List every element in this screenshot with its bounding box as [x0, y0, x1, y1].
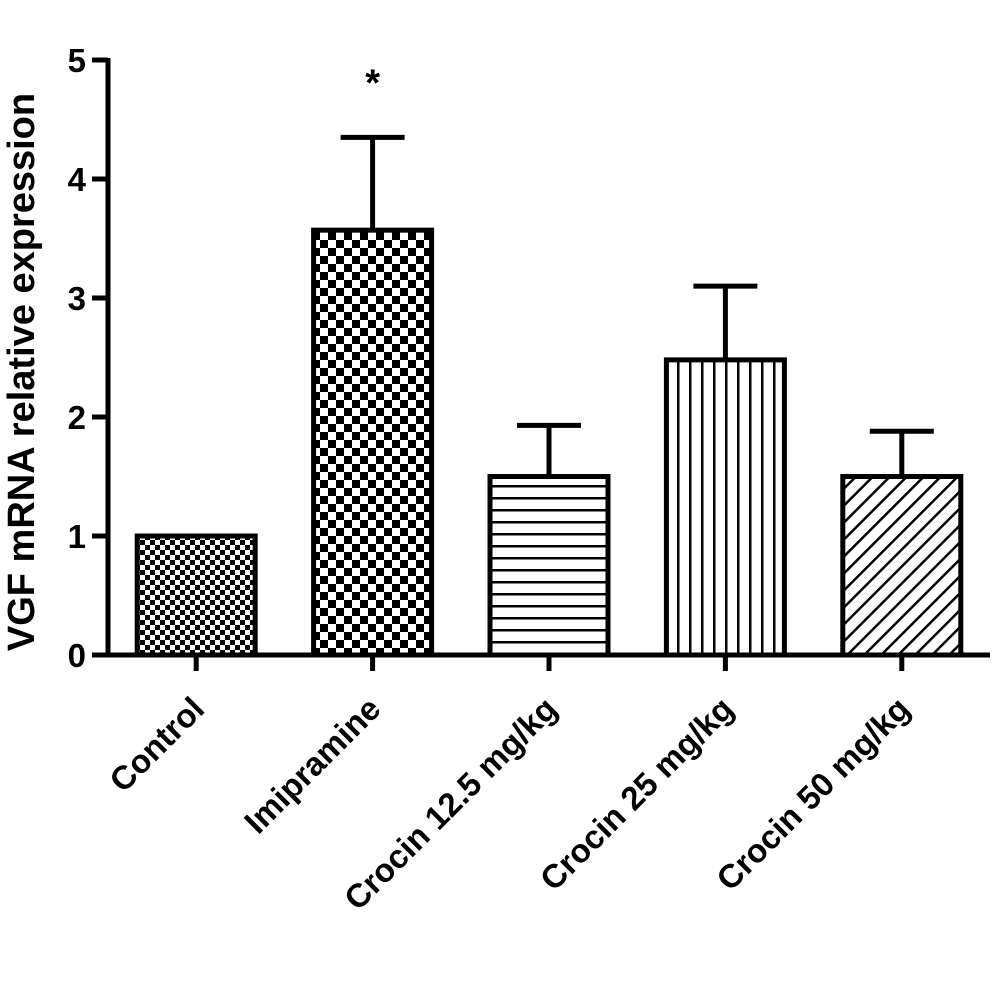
- y-tick-label: 2: [68, 399, 86, 436]
- y-axis-title: VGF mRNA relative expression: [1, 93, 43, 651]
- error-bars: [340, 134, 934, 477]
- x-tick-label: Imipramine: [237, 690, 388, 841]
- bar-control: [134, 533, 258, 658]
- bar-imipramine: [311, 227, 435, 658]
- y-tick-label: 4: [68, 161, 87, 198]
- bar-crocin-25-mg-kg: [663, 357, 787, 658]
- bar-crocin-50-mg-kg: [840, 474, 964, 658]
- bar-crocin-12-5-mg-kg: [487, 474, 611, 658]
- x-tick-label: Crocin 50 mg/kg: [709, 690, 917, 898]
- x-tick-label: Crocin 25 mg/kg: [533, 690, 741, 898]
- y-tick-label: 0: [68, 637, 86, 674]
- y-tick-label: 5: [68, 42, 86, 79]
- significance-marker: *: [365, 62, 380, 104]
- bars: [134, 227, 964, 658]
- y-tick-label: 1: [68, 518, 86, 555]
- x-tick-label: Control: [102, 690, 211, 799]
- y-tick-label: 3: [68, 280, 86, 317]
- annotations: *: [365, 62, 380, 104]
